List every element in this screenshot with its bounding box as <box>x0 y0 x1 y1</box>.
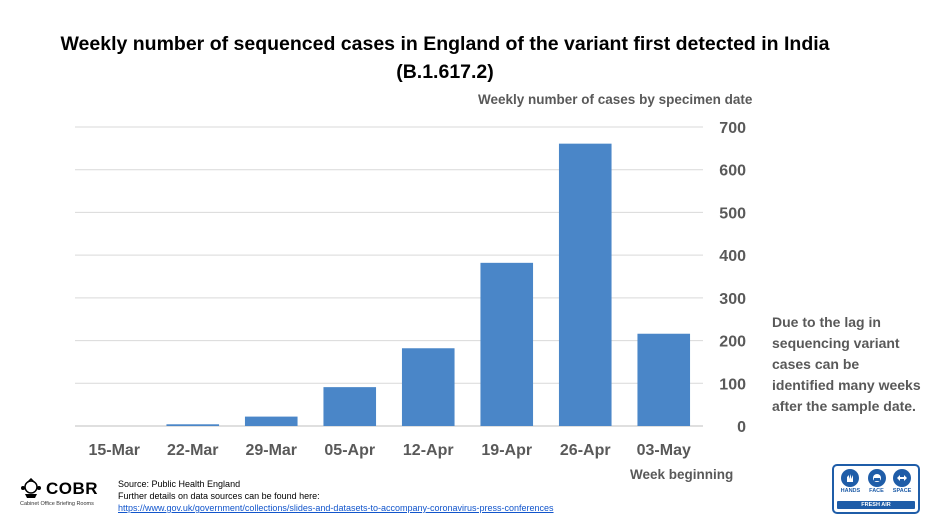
hands-icon <box>841 469 860 487</box>
x-tick-label: 26-Apr <box>560 442 611 459</box>
source-line: Source: Public Health England <box>118 479 241 489</box>
fresh-air-label: FRESH AIR <box>837 501 915 509</box>
bar-12-Apr <box>401 348 455 426</box>
bars <box>166 143 691 426</box>
data-sources-link[interactable]: https://www.gov.uk/government/collection… <box>118 503 554 513</box>
cobr-logo: COBR Cabinet Office Briefing Rooms <box>20 478 110 507</box>
x-tick-labels: 15-Mar 22-Mar 29-Mar 05-Apr 12-Apr 19-Apr 26-A… <box>88 442 691 459</box>
hands-label: HANDS <box>840 488 861 494</box>
bar-03-May <box>637 333 691 426</box>
y-tick-label: 700 <box>719 120 746 137</box>
bar-05-Apr <box>323 387 377 426</box>
y-tick-label: 200 <box>719 334 746 351</box>
x-tick-label: 12-Apr <box>403 442 454 459</box>
x-tick-label: 19-Apr <box>481 442 532 459</box>
details-line: Further details on data sources can be f… <box>118 491 320 501</box>
source-block: Source: Public Health England Further de… <box>118 478 554 514</box>
space-label: SPACE <box>892 488 912 494</box>
face-icon <box>867 469 886 487</box>
x-tick-label: 03-May <box>637 442 691 459</box>
bar-19-Apr <box>480 262 534 426</box>
bar-22-Mar <box>166 424 220 426</box>
crest-icon <box>21 478 41 498</box>
y-axis-label: Weekly number of cases by specimen date <box>478 92 753 107</box>
bar-26-Apr <box>558 143 612 426</box>
space-icon <box>893 469 912 487</box>
cobr-logo-subtext: Cabinet Office Briefing Rooms <box>20 501 94 507</box>
y-tick-label: 600 <box>719 163 746 180</box>
x-tick-label: 05-Apr <box>324 442 375 459</box>
bar-29-Mar <box>244 416 298 426</box>
face-label: FACE <box>869 488 884 494</box>
x-tick-label: 15-Mar <box>88 442 140 459</box>
y-tick-label: 100 <box>719 376 746 393</box>
y-tick-label: 400 <box>719 248 746 265</box>
y-tick-label: 500 <box>719 205 746 222</box>
lag-note: Due to the lag in sequencing variant cas… <box>772 314 921 414</box>
y-tick-label: 0 <box>737 419 746 436</box>
x-tick-label: 29-Mar <box>245 442 297 459</box>
chart-title: Weekly number of sequenced cases in Engl… <box>60 33 830 83</box>
y-tick-label: 300 <box>719 291 746 308</box>
x-axis-label: Week beginning <box>630 467 734 482</box>
cobr-logo-text: COBR <box>46 479 99 498</box>
hands-face-space-badge: HANDS FACE SPACE FRESH AIR <box>832 464 920 514</box>
x-tick-label: 22-Mar <box>167 442 219 459</box>
y-tick-labels: 0 100 200 300 400 500 600 700 <box>719 120 746 436</box>
